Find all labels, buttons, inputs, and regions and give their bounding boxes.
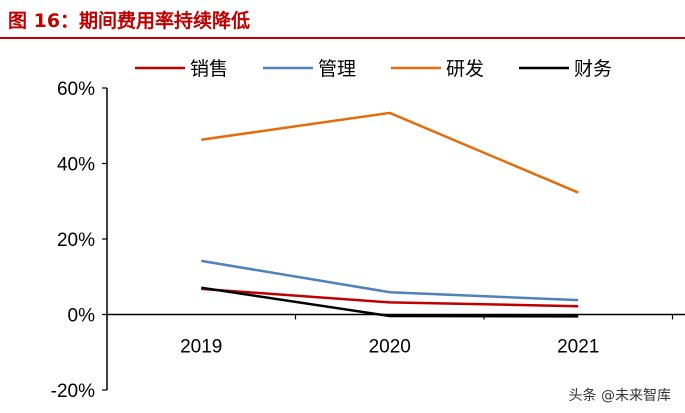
series-line-研发	[201, 111, 579, 194]
title-underline	[0, 37, 685, 39]
chart-title: 图 16：期间费用率持续降低	[8, 10, 251, 32]
x-tick-label: 2021	[557, 337, 599, 358]
y-tick-label: 40%	[57, 155, 95, 176]
legend-label: 销售	[190, 58, 228, 80]
legend-label: 研发	[446, 58, 484, 80]
series-line-管理	[201, 259, 579, 302]
watermark: 头条 @未来智库	[568, 388, 671, 404]
y-tick-label: 20%	[57, 230, 95, 251]
y-tick-label: -20%	[51, 381, 95, 402]
legend-label: 管理	[318, 58, 356, 80]
x-tick-label: 2020	[369, 337, 411, 358]
series-line-销售	[201, 287, 579, 308]
legend-label: 财务	[574, 58, 612, 80]
series-line-财务	[201, 286, 579, 318]
y-tick-label: 60%	[57, 79, 95, 100]
x-tick-label: 2019	[180, 337, 222, 358]
y-tick-label: 0%	[68, 306, 96, 327]
